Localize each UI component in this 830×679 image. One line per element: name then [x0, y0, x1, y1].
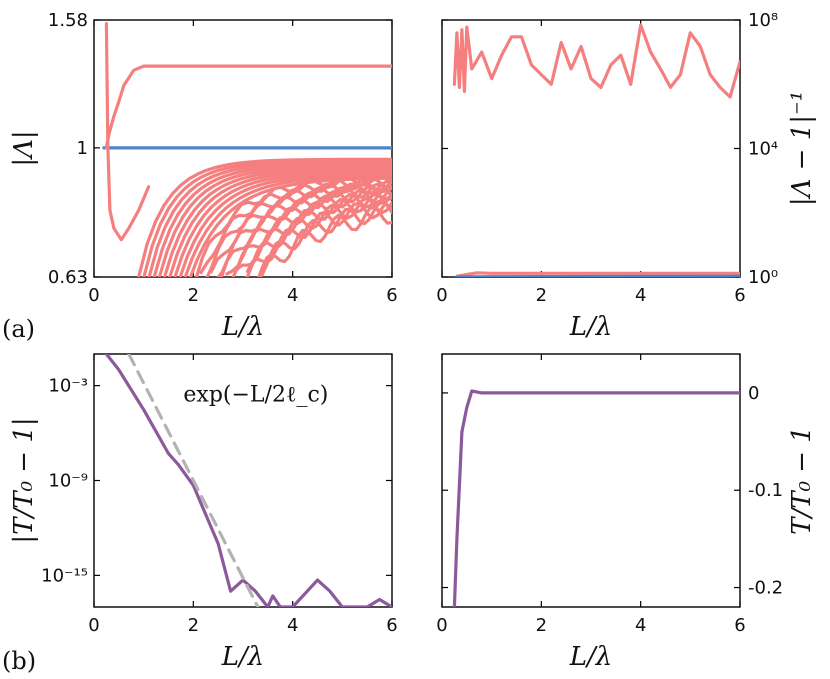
x-tick-label: 0: [436, 615, 447, 636]
series-line: [142, 159, 392, 277]
series-line: [188, 176, 392, 277]
plot-area: [104, 354, 392, 607]
x-tick-label: 2: [188, 285, 199, 306]
y-tick-label: 10⁰: [748, 267, 778, 288]
plot-area: [452, 23, 740, 277]
series-line: [152, 163, 392, 277]
series-line: [173, 170, 392, 277]
x-tick-label: 4: [635, 615, 646, 636]
series-line: [452, 23, 740, 99]
y-tick-label: 0.63: [48, 267, 88, 288]
y-tick-label: 1.58: [48, 10, 88, 31]
y-tick-label: 10⁸: [748, 10, 778, 31]
series-line: [157, 165, 392, 277]
series-line: [104, 354, 392, 607]
panel-label-a: (a): [2, 315, 35, 343]
series-line: [455, 274, 740, 277]
plot-area: [452, 389, 740, 607]
x-axis-label: L/λ: [569, 642, 613, 672]
series-line: [455, 271, 740, 277]
series-line: [452, 389, 740, 607]
x-tick-label: 2: [188, 615, 199, 636]
y-axis-label: |T/T₀ − 1|: [9, 417, 39, 543]
panel-a-left: 0 2 4 6 0.63 1 1.58 L/λ |Λ|: [9, 10, 398, 342]
x-tick-label: 6: [386, 285, 397, 306]
x-tick-label: 6: [734, 615, 745, 636]
y-axis-label: |Λ − 1|⁻¹: [787, 91, 817, 206]
y-axis-label: |Λ|: [9, 130, 39, 166]
series-line: [244, 196, 392, 277]
x-tick-label: 4: [287, 285, 298, 306]
series-line: [245, 196, 392, 273]
x-tick-label: 0: [88, 615, 99, 636]
y-tick-label: 10⁻¹⁵: [41, 565, 88, 586]
series-line: [205, 179, 392, 277]
series-line: [104, 64, 392, 150]
x-axis-label: L/λ: [569, 312, 613, 342]
x-tick-label: 0: [88, 285, 99, 306]
series-line: [104, 22, 151, 242]
panel-label-b: (b): [2, 647, 36, 675]
x-tick-label: 4: [635, 285, 646, 306]
y-tick-label: 10⁻³: [48, 376, 88, 397]
x-tick-label: 4: [287, 615, 298, 636]
plot-frame: [441, 353, 741, 608]
series-line: [147, 161, 392, 277]
y-tick-label: 10⁴: [748, 139, 778, 160]
series-line: [183, 174, 392, 277]
y-axis-label: T/T₀ − 1: [787, 426, 817, 535]
plot-frame: [441, 19, 741, 278]
x-tick-label: 6: [734, 285, 745, 306]
x-axis-label: L/λ: [221, 642, 265, 672]
series-line: [137, 157, 392, 277]
y-tick-label: 0: [748, 383, 759, 404]
panel-b-left: 0 2 4 6 10⁻³ 10⁻⁹ 10⁻¹⁵ L/λ |T/T₀ − 1|: [9, 353, 398, 672]
x-axis-label: L/λ: [221, 312, 265, 342]
series-line: [257, 205, 392, 277]
series-line: [127, 354, 260, 607]
x-tick-label: 2: [536, 285, 547, 306]
series-line: [216, 182, 392, 277]
series-line: [257, 200, 392, 277]
curve-annotation: exp(−L/2ℓ_c): [183, 382, 328, 407]
y-tick-label: -0.2: [748, 578, 783, 599]
y-tick-label: 1: [77, 138, 88, 159]
x-tick-label: 2: [536, 615, 547, 636]
panel-b-right: 0 2 4 6 0 -0.1 -0.2 L/λ T/T₀ − 1: [436, 353, 817, 672]
plot-area: [102, 22, 392, 277]
x-tick-label: 0: [436, 285, 447, 306]
y-tick-label: -0.1: [748, 480, 783, 501]
y-tick-label: 10⁻⁹: [48, 471, 88, 492]
x-tick-label: 6: [386, 615, 397, 636]
series-line: [163, 166, 392, 277]
series-line: [225, 186, 392, 276]
series-line: [209, 179, 392, 274]
series-line: [168, 168, 392, 277]
series-line: [178, 172, 392, 277]
